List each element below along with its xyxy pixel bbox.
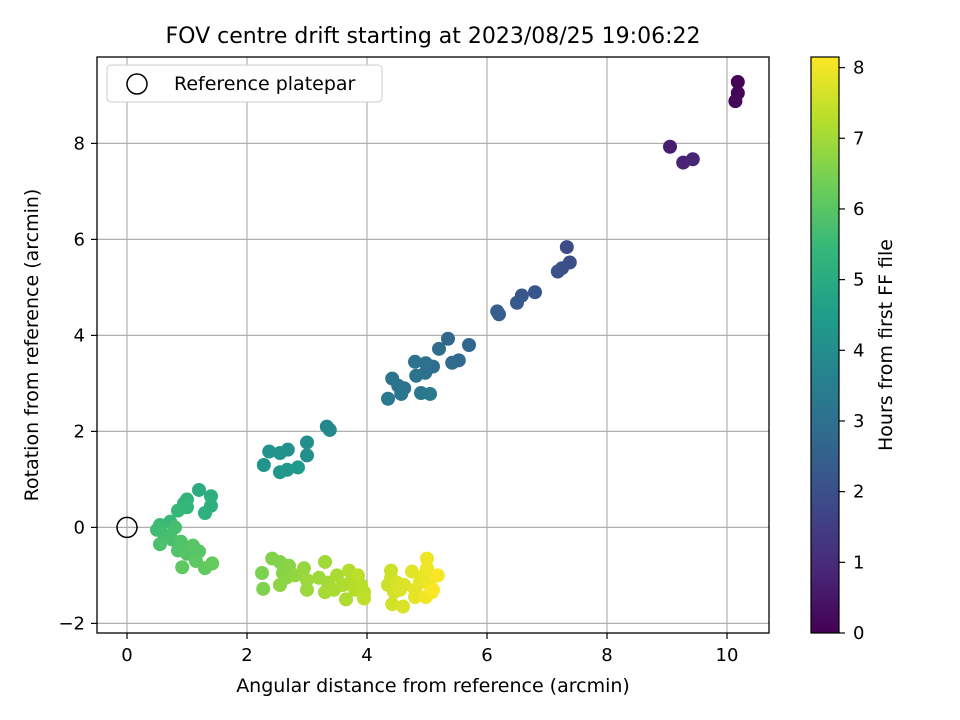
x-tick-label: 0 xyxy=(121,645,132,666)
data-point xyxy=(394,386,409,401)
x-tick-label: 4 xyxy=(361,645,372,666)
colorbar-ticks: 0 1 2 3 4 5 6 7 8 xyxy=(839,58,864,644)
data-point xyxy=(171,503,185,518)
data-point xyxy=(357,591,371,606)
data-point xyxy=(430,568,445,583)
data-point xyxy=(510,295,524,310)
data-point xyxy=(168,520,182,535)
data-point xyxy=(256,581,271,596)
legend-label: Reference platepar xyxy=(174,73,356,95)
data-point xyxy=(339,592,353,607)
x-tick-label: 10 xyxy=(716,645,739,666)
data-point xyxy=(297,561,311,576)
data-point xyxy=(262,444,277,459)
data-point xyxy=(175,560,190,575)
grid-lines xyxy=(97,57,769,633)
data-point xyxy=(351,568,365,583)
data-point xyxy=(408,354,422,369)
data-point xyxy=(381,391,395,406)
data-point xyxy=(300,435,314,450)
data-point xyxy=(441,331,455,346)
colorbar-tick-label: 0 xyxy=(853,623,864,644)
data-point xyxy=(192,482,206,497)
colorbar-tick-label: 3 xyxy=(853,411,864,432)
colorbar-tick-label: 1 xyxy=(853,552,864,573)
y-tick-label: 8 xyxy=(74,133,85,154)
data-point xyxy=(256,458,271,472)
data-point xyxy=(255,566,269,580)
data-point xyxy=(528,285,542,300)
legend-box xyxy=(106,64,383,103)
data-point xyxy=(300,573,314,588)
colorbar-frame xyxy=(810,56,840,634)
data-point xyxy=(685,152,700,167)
plot-area: 0 2 4 6 8 10 −2 0 2 4 6 8 xyxy=(58,56,770,666)
colorbar-label: Hours from first FF file xyxy=(875,239,897,451)
y-tick-label: −2 xyxy=(58,613,85,634)
x-axis-label: Angular distance from reference (arcmin) xyxy=(236,675,630,697)
data-point xyxy=(318,554,332,569)
data-point xyxy=(405,564,419,579)
x-tick-label: 2 xyxy=(241,645,252,666)
colorbar-tick-label: 2 xyxy=(853,482,864,503)
data-point xyxy=(273,446,287,460)
data-point xyxy=(490,304,505,319)
scatter-points xyxy=(150,74,745,614)
data-point xyxy=(550,264,565,279)
y-tick-label: 6 xyxy=(74,229,85,250)
data-point xyxy=(300,582,314,597)
colorbar: 0 1 2 3 4 5 6 7 8 Hours from first FF file xyxy=(810,56,897,644)
data-point xyxy=(426,582,440,597)
x-tick-label: 8 xyxy=(601,645,612,666)
x-axis-ticks: 0 2 4 6 8 10 xyxy=(121,633,738,666)
y-axis-label: Rotation from reference (arcmin) xyxy=(21,189,43,502)
reference-platepar-marker xyxy=(116,516,138,539)
colorbar-tick-label: 7 xyxy=(853,128,864,149)
y-tick-label: 4 xyxy=(74,325,85,346)
data-point xyxy=(423,386,437,401)
legend-reference-marker xyxy=(126,73,148,95)
data-point xyxy=(385,597,400,612)
data-point xyxy=(291,460,305,475)
legend: Reference platepar xyxy=(106,64,383,103)
data-point xyxy=(396,599,410,614)
y-tick-label: 2 xyxy=(74,421,85,442)
chart-title: FOV centre drift starting at 2023/08/25 … xyxy=(166,24,701,49)
y-axis-ticks: −2 0 2 4 6 8 xyxy=(58,133,97,634)
data-point xyxy=(445,355,460,370)
data-point xyxy=(385,371,400,386)
data-point xyxy=(409,368,424,383)
colorbar-tick-label: 5 xyxy=(853,270,864,291)
data-point xyxy=(300,448,314,463)
data-point xyxy=(322,422,337,437)
data-point xyxy=(408,590,422,604)
axes-frame xyxy=(96,56,770,634)
data-point xyxy=(559,240,574,255)
data-point xyxy=(728,94,743,109)
data-point xyxy=(432,341,446,356)
colorbar-gradient xyxy=(811,57,839,633)
y-tick-label: 0 xyxy=(74,517,85,538)
data-point xyxy=(420,551,434,566)
x-tick-label: 6 xyxy=(481,645,492,666)
data-point xyxy=(280,462,295,477)
colorbar-tick-label: 6 xyxy=(853,199,864,220)
data-point xyxy=(273,578,287,592)
data-point xyxy=(663,139,677,154)
data-point xyxy=(397,578,412,592)
data-point xyxy=(153,537,167,552)
colorbar-tick-label: 4 xyxy=(853,340,864,361)
data-point xyxy=(198,506,212,520)
data-point xyxy=(462,338,476,352)
data-point xyxy=(204,489,218,504)
data-point xyxy=(205,556,220,571)
data-point xyxy=(730,74,745,89)
colorbar-tick-label: 8 xyxy=(853,58,864,79)
data-point xyxy=(420,561,434,576)
